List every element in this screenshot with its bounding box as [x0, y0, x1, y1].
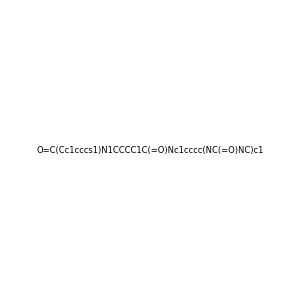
Text: O=C(Cc1cccs1)N1CCCC1C(=O)Nc1cccc(NC(=O)NC)c1: O=C(Cc1cccs1)N1CCCC1C(=O)Nc1cccc(NC(=O)N…: [36, 146, 264, 154]
